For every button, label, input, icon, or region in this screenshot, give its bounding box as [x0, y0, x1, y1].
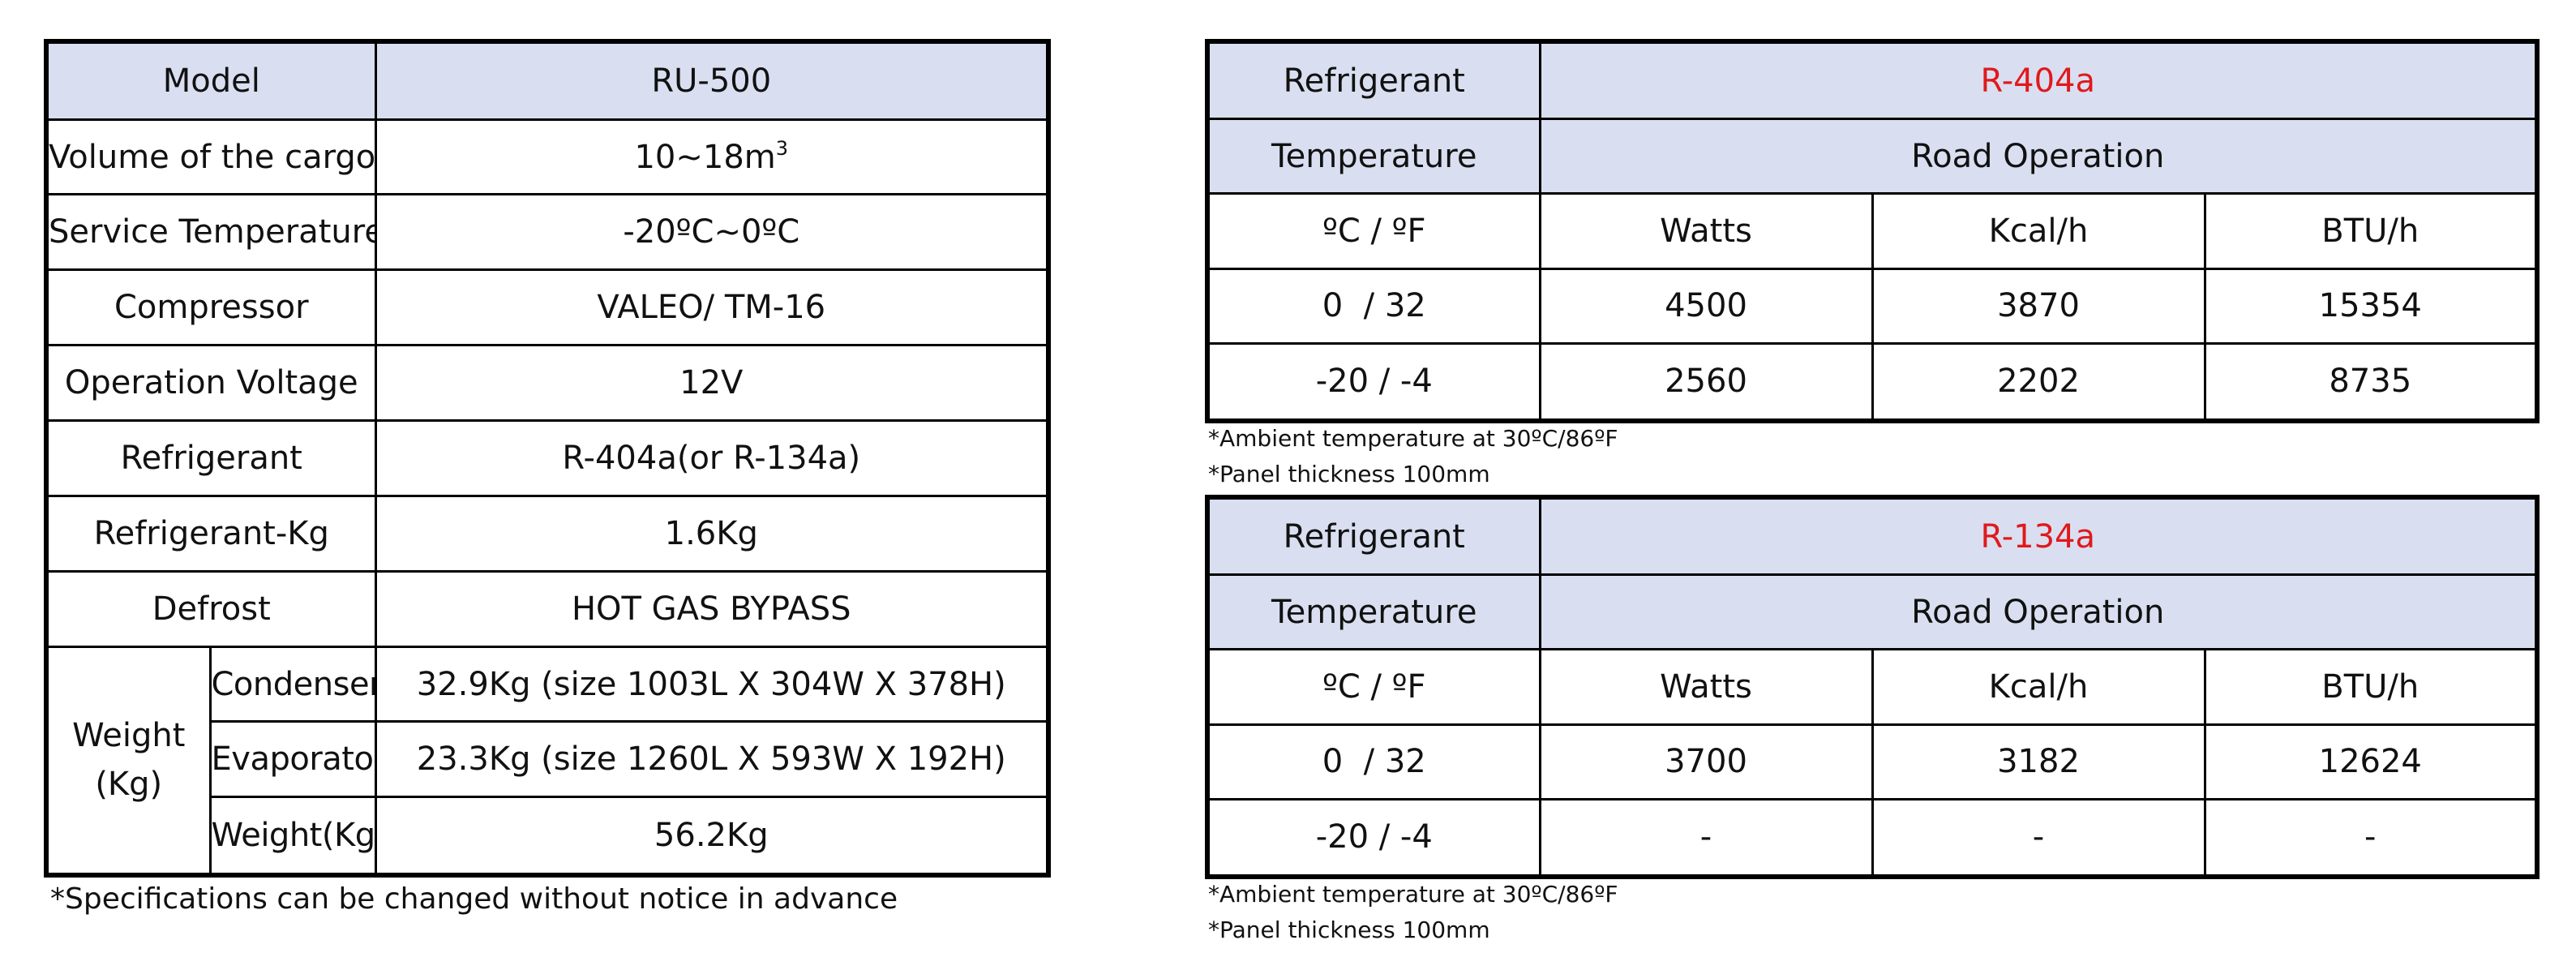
spec-row-voltage: Operation Voltage 12V — [45, 344, 1050, 423]
kcal-cell: 3182 — [1871, 723, 2206, 800]
weight-label-line2: (Kg) — [95, 766, 163, 804]
weight-group-label: Weight (Kg) — [45, 645, 212, 877]
model-label: Model — [45, 40, 377, 121]
ambient-note-r134a: *Ambient temperature at 30ºC/86ºF — [1208, 881, 1618, 908]
col-btu-header: BTU/h — [2203, 648, 2539, 726]
panel-note-r404a: *Panel thickness 100mm — [1208, 461, 1490, 487]
spec-row-volume: Volume of the cargo 10~18m3 — [45, 118, 1050, 196]
spec-row-condenser: Weight (Kg) Condenser 32.9Kg (size 1003L… — [45, 645, 1050, 877]
unit-header: ºC / ºF — [1206, 192, 1541, 270]
voltage-label: Operation Voltage — [45, 344, 377, 423]
btu-cell: 15354 — [2203, 267, 2539, 345]
panel-note-r134a: *Panel thickness 100mm — [1208, 916, 1490, 943]
temp-cell: 0 / 32 — [1206, 267, 1541, 345]
refrigerant-kg-label: Refrigerant-Kg — [45, 494, 377, 573]
spec-row-service-temp: Service Temperature -20ºC~0ºC — [45, 193, 1050, 272]
capacity-row-refrigerant: Refrigerant R-134a — [1206, 496, 2539, 577]
defrost-label: Defrost — [45, 569, 377, 648]
operation-label: Road Operation — [1538, 573, 2539, 651]
col-watts-header: Watts — [1538, 192, 1874, 270]
capacity-table-r134a: Refrigerant R-134a Temperature Road Oper… — [1205, 495, 2540, 879]
volume-label: Volume of the cargo — [45, 118, 377, 196]
capacity-row-refrigerant: Refrigerant R-404a — [1206, 40, 2539, 121]
service-temp-label: Service Temperature — [45, 193, 377, 272]
capacity-table-r404a: Refrigerant R-404a Temperature Road Oper… — [1205, 39, 2540, 423]
temp-cell: -20 / -4 — [1206, 341, 1541, 423]
table-row: -20 / -4 2560 2202 8735 — [1206, 341, 2539, 423]
kcal-cell: - — [1871, 797, 2206, 878]
capacity-row-temperature: Temperature Road Operation — [1206, 573, 2539, 651]
temperature-label: Temperature — [1206, 573, 1541, 651]
table-row: -20 / -4 - - - — [1206, 797, 2539, 878]
watts-cell: 3700 — [1538, 723, 1874, 800]
spec-table: Model RU-500 Volume of the cargo 10~18m3… — [44, 39, 1052, 878]
refrigerant-label: Refrigerant — [45, 419, 377, 497]
spec-row-total-weight: Weight(Kg) 56.2Kg — [46, 796, 1050, 877]
model-value: RU-500 — [374, 40, 1050, 121]
evaporator-label: Evaporator — [208, 720, 377, 799]
capacity-row-temperature: Temperature Road Operation — [1206, 118, 2539, 195]
btu-cell: 8735 — [2203, 341, 2539, 423]
temperature-label: Temperature — [1206, 118, 1541, 195]
col-watts-header: Watts — [1538, 648, 1874, 726]
unit-header: ºC / ºF — [1206, 648, 1541, 726]
compressor-label: Compressor — [45, 268, 377, 347]
col-kcal-header: Kcal/h — [1871, 648, 2206, 726]
btu-cell: - — [2203, 797, 2539, 878]
spec-row-evaporator: Evaporator 23.3Kg (size 1260L X 593W X 1… — [46, 720, 1050, 799]
total-weight-value: 56.2Kg — [374, 796, 1050, 877]
volume-value: 10~18m — [634, 138, 776, 176]
watts-cell: 2560 — [1538, 341, 1874, 423]
operation-label: Road Operation — [1538, 118, 2539, 195]
spec-footnote: *Specifications can be changed without n… — [50, 882, 898, 916]
col-btu-header: BTU/h — [2203, 192, 2539, 270]
spec-row-defrost: Defrost HOT GAS BYPASS — [45, 569, 1050, 648]
refrigerant-value: R-134a — [1538, 496, 2539, 577]
volume-exponent: 3 — [775, 136, 789, 160]
evaporator-value: 23.3Kg (size 1260L X 593W X 192H) — [374, 720, 1050, 799]
voltage-value: 12V — [374, 344, 1050, 423]
defrost-value: HOT GAS BYPASS — [374, 569, 1050, 648]
col-kcal-header: Kcal/h — [1871, 192, 2206, 270]
table-row: 0 / 32 4500 3870 15354 — [1206, 267, 2539, 345]
weight-label-line1: Weight — [72, 717, 186, 755]
spec-row-refrigerant: Refrigerant R-404a(or R-134a) — [45, 419, 1050, 497]
spec-row-refrigerant-kg: Refrigerant-Kg 1.6Kg — [45, 494, 1050, 573]
total-weight-label: Weight(Kg) — [208, 796, 377, 877]
compressor-value: VALEO/ TM-16 — [374, 268, 1050, 347]
capacity-row-headers: ºC / ºF Watts Kcal/h BTU/h — [1206, 192, 2539, 270]
temp-cell: -20 / -4 — [1206, 797, 1541, 878]
kcal-cell: 3870 — [1871, 267, 2206, 345]
refrigerant-value: R-404a(or R-134a) — [374, 419, 1050, 497]
ambient-note-r404a: *Ambient temperature at 30ºC/86ºF — [1208, 425, 1618, 452]
kcal-cell: 2202 — [1871, 341, 2206, 423]
service-temp-value: -20ºC~0ºC — [374, 193, 1050, 272]
refrigerant-value: R-404a — [1538, 40, 2539, 121]
table-row: 0 / 32 3700 3182 12624 — [1206, 723, 2539, 800]
condenser-label: Condenser — [208, 645, 377, 723]
refrigerant-kg-value: 1.6Kg — [374, 494, 1050, 573]
temp-cell: 0 / 32 — [1206, 723, 1541, 800]
watts-cell: 4500 — [1538, 267, 1874, 345]
btu-cell: 12624 — [2203, 723, 2539, 800]
spec-row-compressor: Compressor VALEO/ TM-16 — [45, 268, 1050, 347]
refrigerant-label: Refrigerant — [1206, 496, 1541, 577]
watts-cell: - — [1538, 797, 1874, 878]
spec-row-model: Model RU-500 — [45, 40, 1050, 121]
refrigerant-label: Refrigerant — [1206, 40, 1541, 121]
volume-value-cell: 10~18m3 — [374, 118, 1050, 196]
capacity-row-headers: ºC / ºF Watts Kcal/h BTU/h — [1206, 648, 2539, 726]
condenser-value: 32.9Kg (size 1003L X 304W X 378H) — [374, 645, 1050, 723]
